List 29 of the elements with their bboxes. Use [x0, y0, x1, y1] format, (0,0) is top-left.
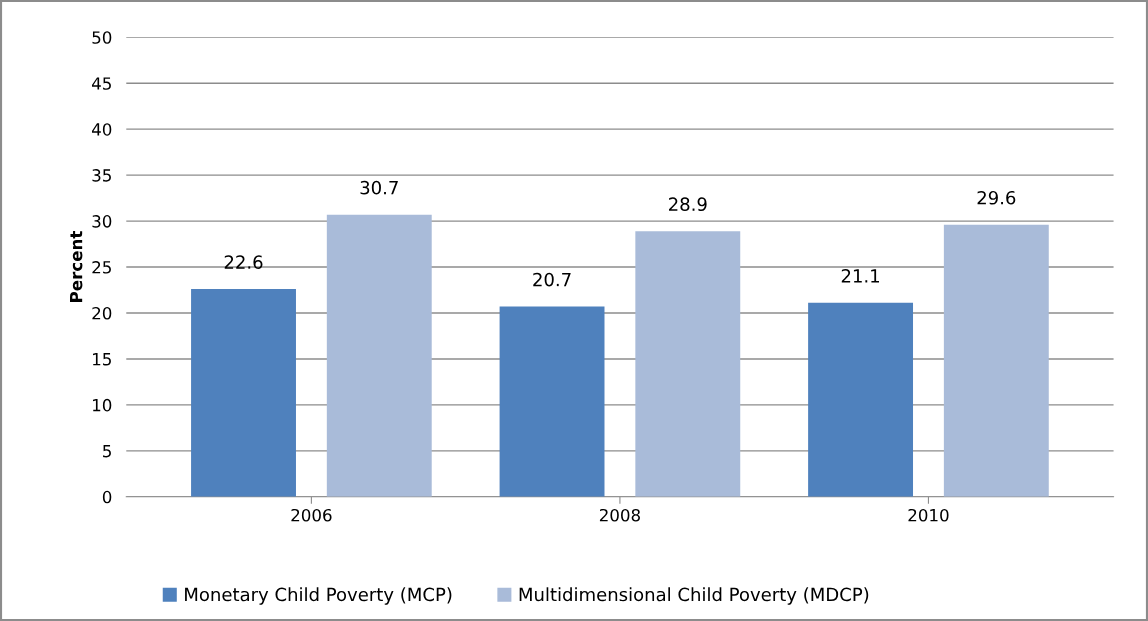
y-tick-label: 25	[92, 260, 111, 274]
data-label: 21.1	[841, 269, 879, 283]
y-tick-label: 50	[92, 31, 112, 44]
y-tick-label: 40	[92, 123, 112, 136]
data-label: 28.9	[669, 197, 707, 212]
y-tick-label: 5	[103, 445, 111, 458]
data-label: 22.6	[224, 255, 263, 269]
y-tick-label: 30	[92, 215, 112, 228]
y-axis-title: Percent	[70, 231, 83, 302]
x-tick-label: 2010	[908, 508, 949, 522]
bar	[326, 214, 432, 497]
y-tick-label: 20	[92, 306, 112, 320]
bar	[635, 231, 741, 497]
y-tick-label: 0	[102, 490, 112, 504]
bar	[808, 302, 914, 497]
y-tick-label: 15	[93, 353, 111, 366]
x-tick-label: 2008	[599, 508, 640, 522]
y-tick-label: 10	[93, 398, 112, 412]
data-label: 29.6	[977, 190, 1016, 205]
bar	[943, 224, 1049, 497]
data-label: 30.7	[360, 180, 398, 195]
bar	[191, 289, 296, 497]
legend-label: Multidimensional Child Poverty (MDCP)	[519, 587, 869, 605]
bar	[499, 306, 605, 497]
legend-label: Monetary Child Poverty (MCP)	[185, 587, 452, 605]
data-label: 20.7	[533, 272, 571, 287]
y-tick-label: 45	[92, 77, 111, 90]
x-tick-label: 2006	[291, 508, 332, 522]
y-tick-label: 35	[92, 169, 111, 182]
